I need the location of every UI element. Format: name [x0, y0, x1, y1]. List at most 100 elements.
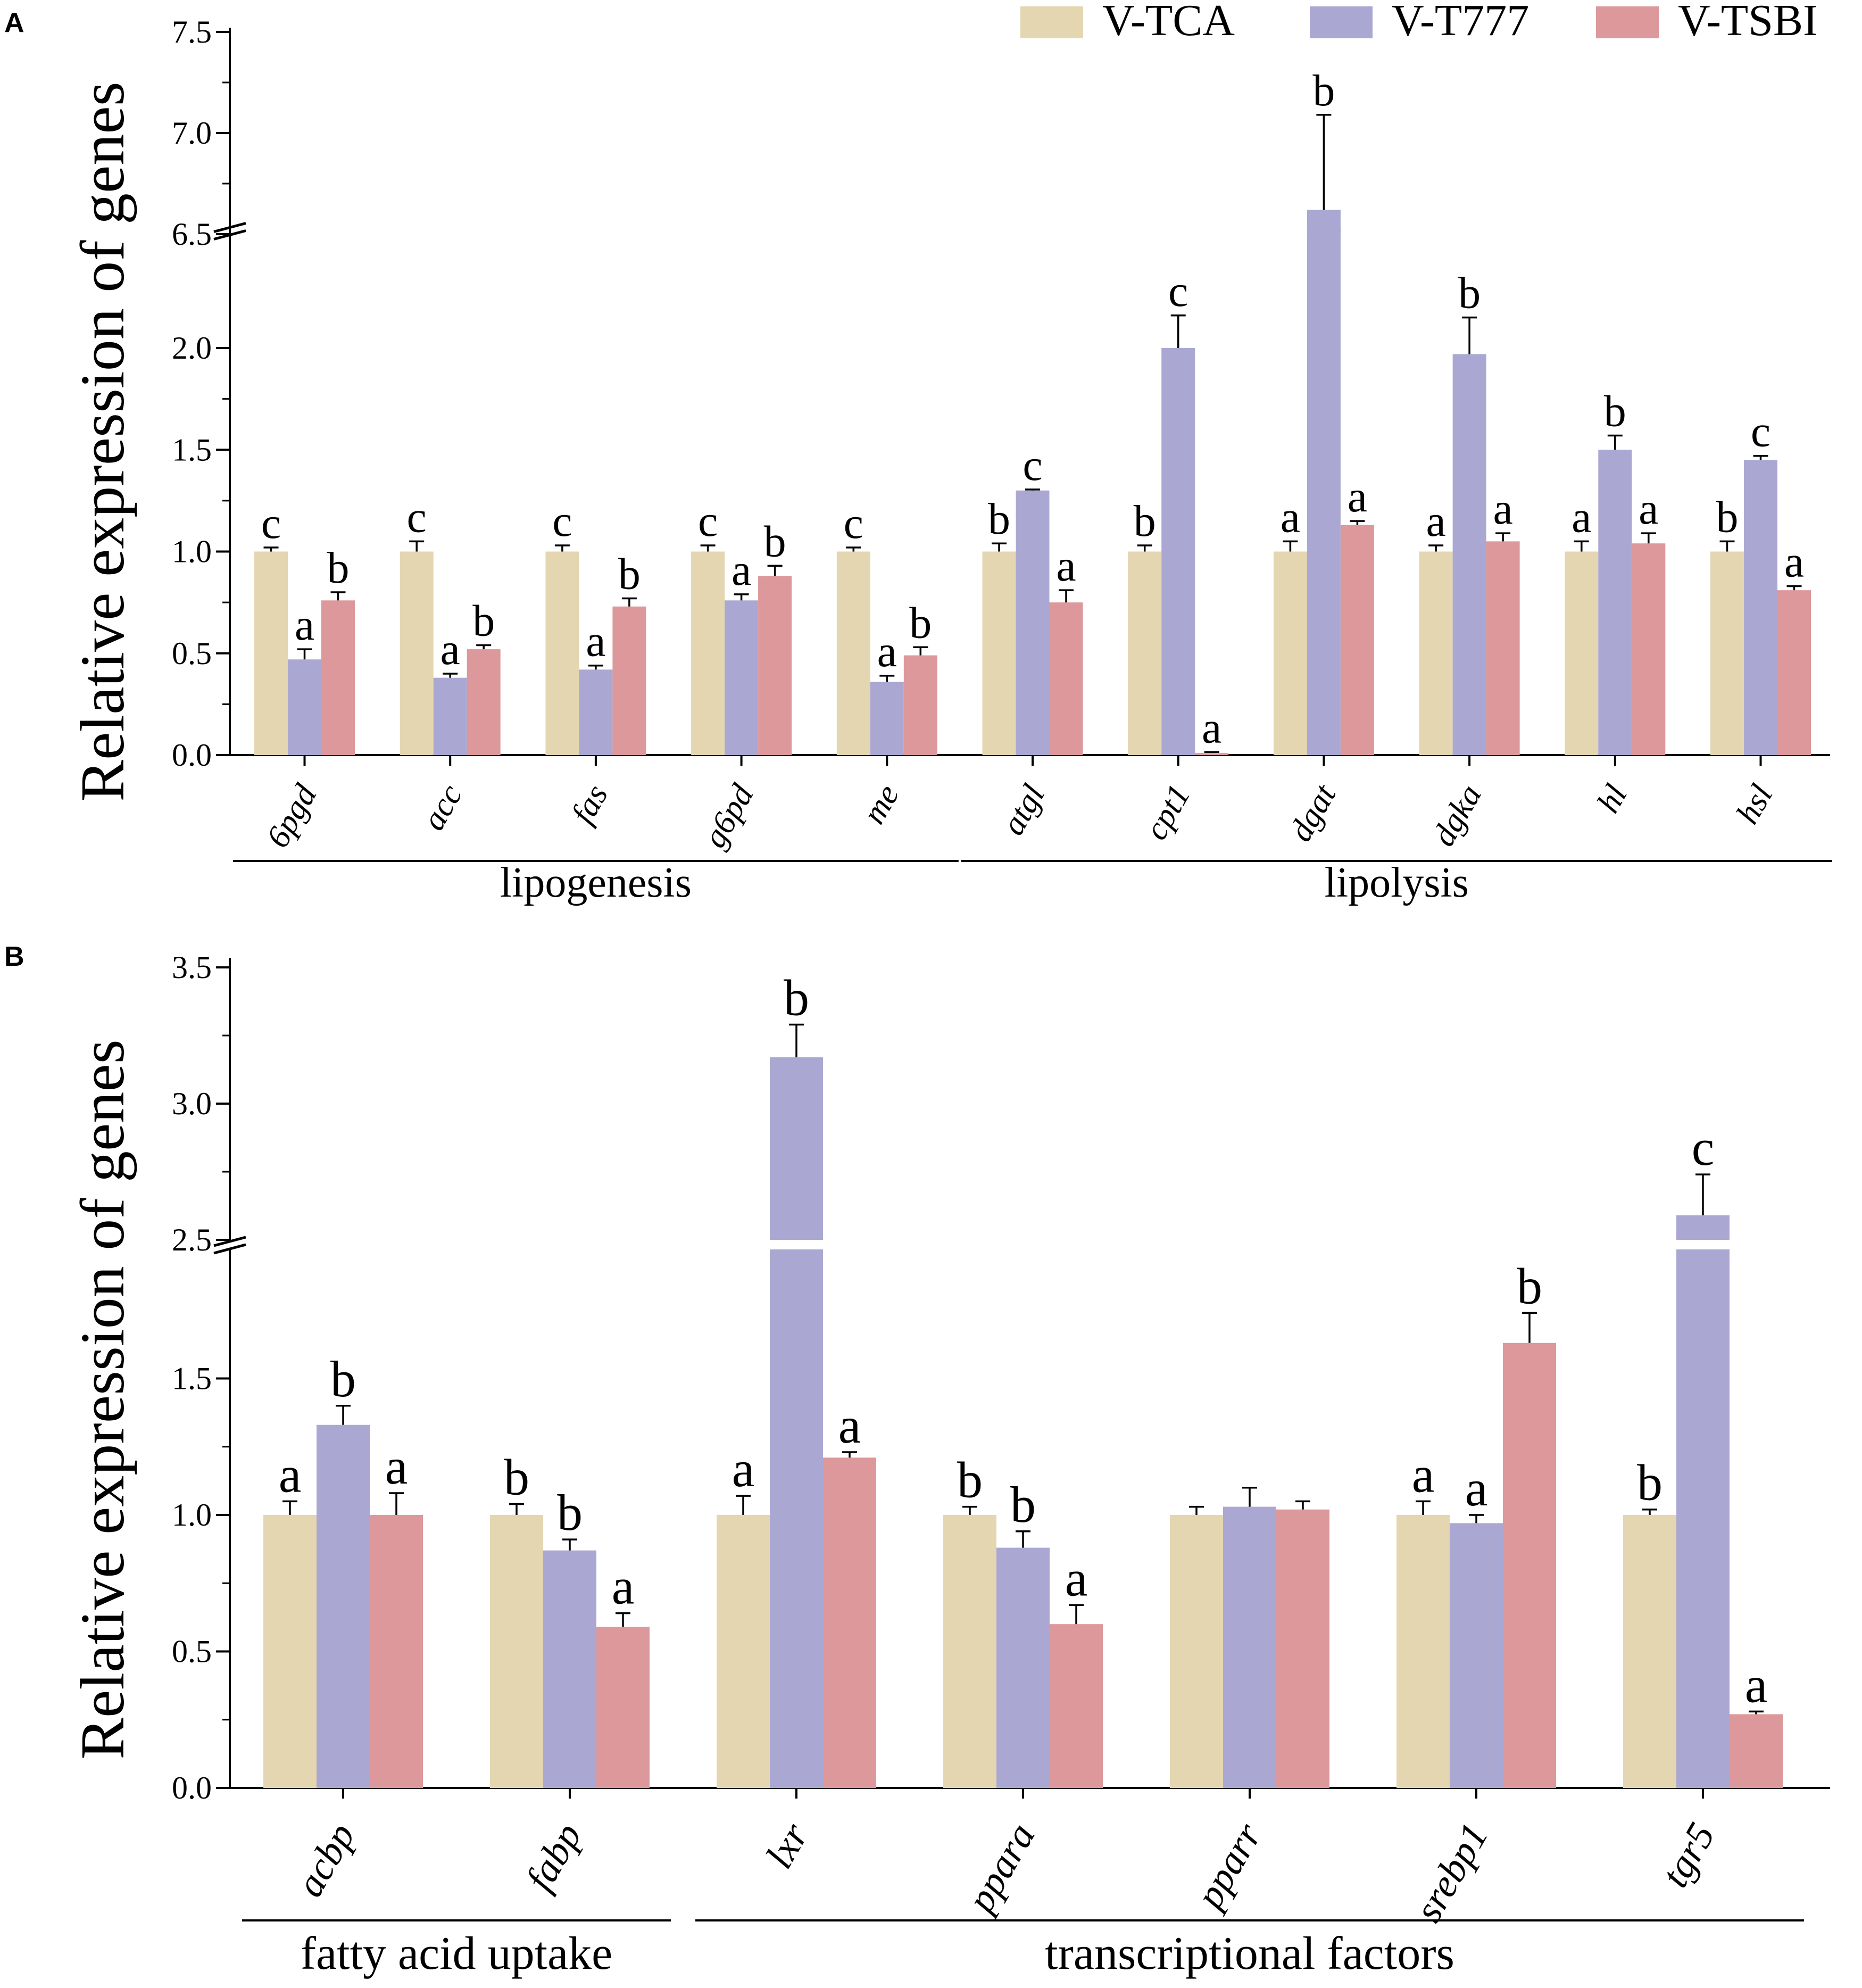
bar-ppara-v-t777 — [996, 1547, 1050, 1788]
y-tick-label: 1.0 — [172, 1497, 212, 1533]
bar-cpt1-v-tsbi — [1195, 753, 1229, 755]
bar-atgl-v-t777 — [1016, 490, 1050, 755]
bar-lxr-v-tca — [717, 1515, 770, 1788]
bar-pparr-v-tca — [1170, 1515, 1223, 1788]
bar-fas-v-t777 — [579, 669, 613, 755]
category-label-pparr: pparr — [1186, 1815, 1270, 1917]
significance-letter: a — [612, 1558, 635, 1615]
category-label-tgr5: tgr5 — [1653, 1816, 1724, 1895]
bar-6pgd-v-t777 — [288, 659, 321, 755]
significance-letter: b — [764, 517, 786, 566]
significance-letter: b — [1517, 1257, 1542, 1314]
category-label-dgka: dgka — [1425, 778, 1489, 852]
y-tick-label: 0.5 — [172, 636, 212, 671]
bar-dgat-v-tsbi — [1340, 525, 1374, 755]
category-label-cpt1: cpt1 — [1138, 778, 1198, 846]
y-tick-label: 7.0 — [172, 115, 212, 151]
bar-srebp1-v-tca — [1396, 1515, 1450, 1788]
bar-hl-v-t777 — [1598, 450, 1632, 755]
bar-dgat-v-t777 — [1307, 227, 1341, 755]
bar-acc-v-tca — [400, 551, 434, 755]
bar-acc-v-tsbi — [467, 649, 501, 755]
bar-atgl-v-tca — [982, 551, 1016, 755]
significance-letter: a — [440, 625, 460, 674]
bar-fas-v-tsbi — [612, 606, 646, 755]
legend-swatch-v-tsbi — [1596, 6, 1659, 38]
significance-letter: b — [1134, 496, 1156, 546]
significance-letter: c — [407, 492, 427, 542]
significance-letter: c — [1692, 1119, 1715, 1176]
legend-label-v-tca: V-TCA — [1102, 0, 1235, 45]
bar-tgr5-v-t777 — [1676, 1249, 1730, 1788]
panel-label-a: A — [4, 7, 24, 38]
group-label-lipogenesis: lipogenesis — [500, 859, 692, 906]
y-tick-label: 2.5 — [172, 1222, 212, 1257]
significance-letter: a — [1412, 1446, 1435, 1503]
significance-letter: b — [1637, 1454, 1662, 1511]
category-label-dgat: dgat — [1283, 777, 1344, 847]
significance-letter: a — [295, 600, 314, 650]
significance-letter: b — [472, 596, 495, 645]
category-label-hl: hl — [1590, 778, 1634, 819]
bar-6pgd-v-tca — [254, 551, 288, 755]
bar-acc-v-t777 — [433, 677, 467, 755]
bar-hl-v-tca — [1565, 551, 1599, 755]
y-tick-label: 1.5 — [172, 1361, 212, 1396]
bar-g6pd-v-tsbi — [758, 576, 792, 755]
bar-tgr5-v-tca — [1623, 1515, 1676, 1788]
y-tick-label: 7.5 — [172, 14, 212, 49]
bar-acbp-v-tca — [263, 1515, 317, 1788]
bar-tgr5-v-t777-upper — [1676, 1215, 1730, 1240]
category-label-acc: acc — [415, 778, 469, 836]
bar-g6pd-v-tca — [691, 551, 725, 755]
bar-pparr-v-t777 — [1223, 1506, 1276, 1788]
bar-dgka-v-t777 — [1452, 354, 1486, 755]
significance-letter: a — [1784, 537, 1804, 587]
significance-letter: a — [1348, 472, 1367, 521]
significance-letter: b — [504, 1448, 529, 1505]
bar-hsl-v-tsbi — [1777, 590, 1811, 755]
bar-srebp1-v-tsbi — [1503, 1343, 1556, 1788]
bar-fabp-v-t777 — [543, 1550, 596, 1788]
significance-letter: a — [1202, 703, 1221, 752]
y-tick-label: 1.5 — [172, 432, 212, 467]
significance-letter: b — [327, 543, 350, 593]
bar-hl-v-tsbi — [1632, 543, 1666, 755]
axis-break-mark — [213, 222, 246, 233]
significance-letter: c — [552, 496, 572, 546]
significance-letter: c — [1751, 407, 1770, 457]
significance-letter: a — [1465, 1460, 1488, 1517]
significance-letter: b — [330, 1351, 356, 1407]
category-label-atgl: atgl — [995, 778, 1052, 841]
category-label-acbp: acbp — [288, 1816, 364, 1904]
y-axis-title-b: Relative expression of genes — [68, 1039, 137, 1759]
significance-letter: b — [557, 1484, 583, 1541]
bar-fas-v-tca — [545, 551, 579, 755]
significance-letter: a — [1572, 492, 1591, 542]
significance-letter: b — [784, 970, 809, 1026]
y-tick-label: 1.0 — [172, 534, 212, 569]
bar-cpt1-v-tca — [1128, 551, 1162, 755]
y-tick-label: 3.5 — [172, 950, 212, 985]
significance-letter: a — [732, 1440, 755, 1497]
significance-letter: a — [1493, 484, 1512, 534]
bar-lxr-v-t777 — [770, 1249, 823, 1788]
significance-letter: b — [1458, 269, 1481, 318]
category-label-ppara: ppara — [958, 1816, 1044, 1921]
significance-letter: a — [1065, 1550, 1088, 1606]
significance-letter: a — [586, 617, 605, 666]
significance-letter: c — [844, 499, 863, 548]
bar-dgka-v-tsbi — [1486, 541, 1520, 755]
chart-panel-b: 0.00.51.01.52.53.03.5abaacbpbbafabpabalx… — [172, 950, 1830, 1979]
y-tick-label: 2.0 — [172, 330, 212, 366]
significance-letter: c — [1023, 441, 1042, 490]
significance-letter: a — [1426, 496, 1445, 546]
bar-dgka-v-tca — [1419, 551, 1453, 755]
y-tick-label: 0.0 — [172, 1770, 212, 1805]
bar-ppara-v-tsbi — [1050, 1624, 1103, 1788]
bar-lxr-v-tsbi — [823, 1457, 876, 1788]
bar-me-v-t777 — [870, 682, 904, 755]
bar-ppara-v-tca — [943, 1515, 996, 1788]
significance-letter: b — [1312, 66, 1335, 115]
